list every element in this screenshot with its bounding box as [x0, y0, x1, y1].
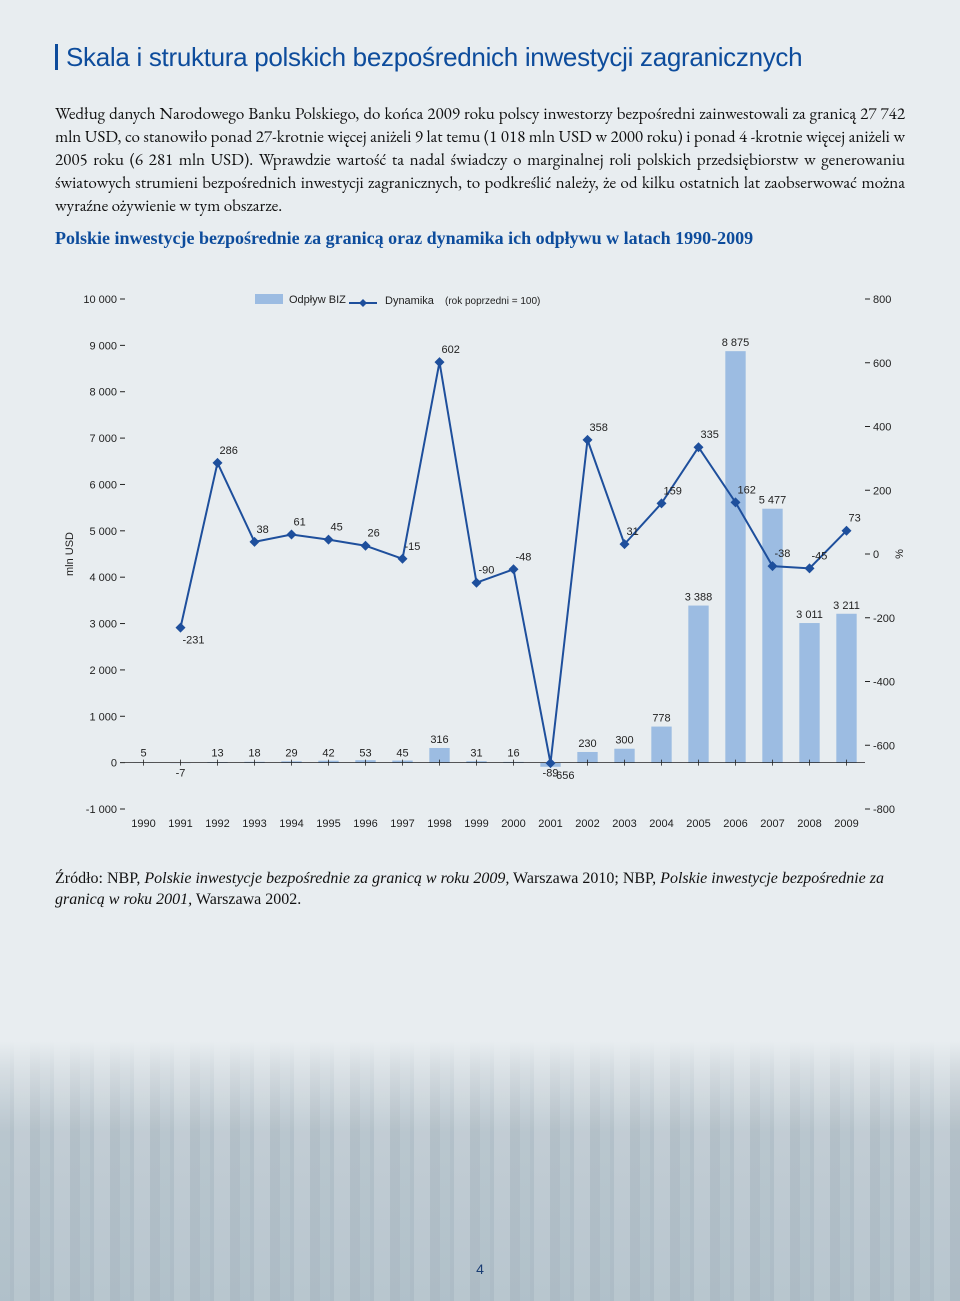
- svg-text:38: 38: [257, 524, 269, 536]
- svg-text:162: 162: [738, 484, 756, 496]
- svg-text:602: 602: [442, 344, 460, 356]
- svg-text:300: 300: [615, 734, 633, 746]
- svg-text:-15: -15: [405, 540, 421, 552]
- svg-text:1993: 1993: [242, 818, 266, 830]
- svg-text:230: 230: [578, 738, 596, 750]
- svg-text:13: 13: [211, 747, 223, 759]
- source-line: Źródło: NBP, Polskie inwestycje bezpośre…: [55, 868, 905, 911]
- svg-text:45: 45: [396, 747, 408, 759]
- svg-text:73: 73: [849, 512, 861, 524]
- body-paragraph: Według danych Narodowego Banku Polskiego…: [55, 103, 905, 218]
- svg-text:3 000: 3 000: [89, 618, 117, 630]
- svg-text:-45: -45: [812, 550, 828, 562]
- svg-text:1991: 1991: [168, 818, 192, 830]
- svg-text:4 000: 4 000: [89, 572, 117, 584]
- section-title: Skala i struktura polskich bezpośrednich…: [66, 42, 802, 73]
- svg-text:335: 335: [701, 429, 719, 441]
- svg-text:1990: 1990: [131, 818, 155, 830]
- svg-text:53: 53: [359, 747, 371, 759]
- svg-text:10 000: 10 000: [83, 294, 117, 306]
- svg-text:61: 61: [294, 516, 306, 528]
- svg-text:1996: 1996: [353, 818, 377, 830]
- svg-text:Odpływ BIZ: Odpływ BIZ: [289, 294, 346, 306]
- svg-text:-656: -656: [553, 770, 575, 782]
- svg-text:-200: -200: [873, 612, 895, 624]
- svg-text:18: 18: [248, 747, 260, 759]
- svg-text:7 000: 7 000: [89, 433, 117, 445]
- svg-text:5: 5: [140, 747, 146, 759]
- source-mid-2: Warszawa 2002.: [192, 891, 301, 908]
- svg-text:1992: 1992: [205, 818, 229, 830]
- svg-text:0: 0: [111, 757, 117, 769]
- svg-text:1998: 1998: [427, 818, 451, 830]
- svg-text:29: 29: [285, 747, 297, 759]
- svg-text:1997: 1997: [390, 818, 414, 830]
- svg-text:5 000: 5 000: [89, 526, 117, 538]
- svg-text:Dynamika: Dynamika: [385, 295, 435, 307]
- svg-text:159: 159: [664, 485, 682, 497]
- svg-text:-800: -800: [873, 804, 895, 816]
- svg-text:1 000: 1 000: [89, 711, 117, 723]
- svg-text:mln USD: mln USD: [64, 532, 76, 576]
- svg-text:400: 400: [873, 421, 891, 433]
- svg-text:-1 000: -1 000: [86, 804, 117, 816]
- svg-text:9 000: 9 000: [89, 340, 117, 352]
- chart-title: Polskie inwestycje bezpośrednie za grani…: [55, 228, 905, 249]
- svg-text:3 211: 3 211: [833, 599, 860, 611]
- svg-text:2008: 2008: [797, 818, 821, 830]
- svg-text:800: 800: [873, 294, 891, 306]
- svg-text:2001: 2001: [538, 818, 562, 830]
- svg-text:-48: -48: [516, 551, 532, 563]
- svg-text:%: %: [894, 549, 905, 559]
- chart-svg: -1 000 0 1 000 2 000 3 000 4 000 5 000 6 000 7 0…: [55, 279, 905, 854]
- svg-text:-38: -38: [775, 548, 791, 560]
- svg-text:1994: 1994: [279, 818, 303, 830]
- svg-text:6 000: 6 000: [89, 479, 117, 491]
- svg-text:2005: 2005: [686, 818, 710, 830]
- svg-text:286: 286: [220, 445, 238, 457]
- svg-text:-231: -231: [183, 634, 205, 646]
- chart-container: -1 000 0 1 000 2 000 3 000 4 000 5 000 6 000 7 0…: [55, 279, 905, 854]
- svg-text:200: 200: [873, 485, 891, 497]
- source-mid-1: Warszawa 2010; NBP,: [509, 870, 660, 887]
- page-number: 4: [0, 1261, 960, 1277]
- svg-text:-7: -7: [176, 767, 186, 779]
- source-prefix: Źródło: NBP,: [55, 870, 144, 887]
- svg-text:2004: 2004: [649, 818, 673, 830]
- svg-text:1995: 1995: [316, 818, 340, 830]
- svg-text:-600: -600: [873, 740, 895, 752]
- section-header: Skala i struktura polskich bezpośrednich…: [55, 40, 905, 73]
- svg-text:0: 0: [873, 549, 879, 561]
- svg-text:31: 31: [627, 526, 639, 538]
- svg-text:3 388: 3 388: [685, 591, 713, 603]
- svg-text:(rok poprzedni = 100): (rok poprzedni = 100): [445, 296, 540, 307]
- svg-text:2000: 2000: [501, 818, 525, 830]
- svg-text:31: 31: [470, 747, 482, 759]
- svg-text:8 875: 8 875: [722, 337, 750, 349]
- svg-text:2 000: 2 000: [89, 665, 117, 677]
- source-ital-1: Polskie inwestycje bezpośrednie za grani…: [144, 870, 509, 887]
- svg-text:42: 42: [322, 747, 334, 759]
- svg-text:358: 358: [590, 422, 608, 434]
- svg-text:2007: 2007: [760, 818, 784, 830]
- svg-text:26: 26: [368, 527, 380, 539]
- svg-text:316: 316: [430, 734, 448, 746]
- svg-text:1999: 1999: [464, 818, 488, 830]
- svg-text:-400: -400: [873, 676, 895, 688]
- svg-text:2002: 2002: [575, 818, 599, 830]
- svg-text:778: 778: [652, 712, 670, 724]
- svg-text:45: 45: [331, 521, 343, 533]
- svg-text:16: 16: [507, 747, 519, 759]
- vertical-bar-icon: [55, 44, 58, 70]
- svg-text:600: 600: [873, 357, 891, 369]
- svg-text:2003: 2003: [612, 818, 636, 830]
- svg-text:3 011: 3 011: [796, 609, 823, 621]
- svg-text:2006: 2006: [723, 818, 747, 830]
- svg-text:5 477: 5 477: [759, 494, 787, 506]
- svg-text:8 000: 8 000: [89, 386, 117, 398]
- svg-text:-90: -90: [479, 564, 495, 576]
- svg-text:2009: 2009: [834, 818, 858, 830]
